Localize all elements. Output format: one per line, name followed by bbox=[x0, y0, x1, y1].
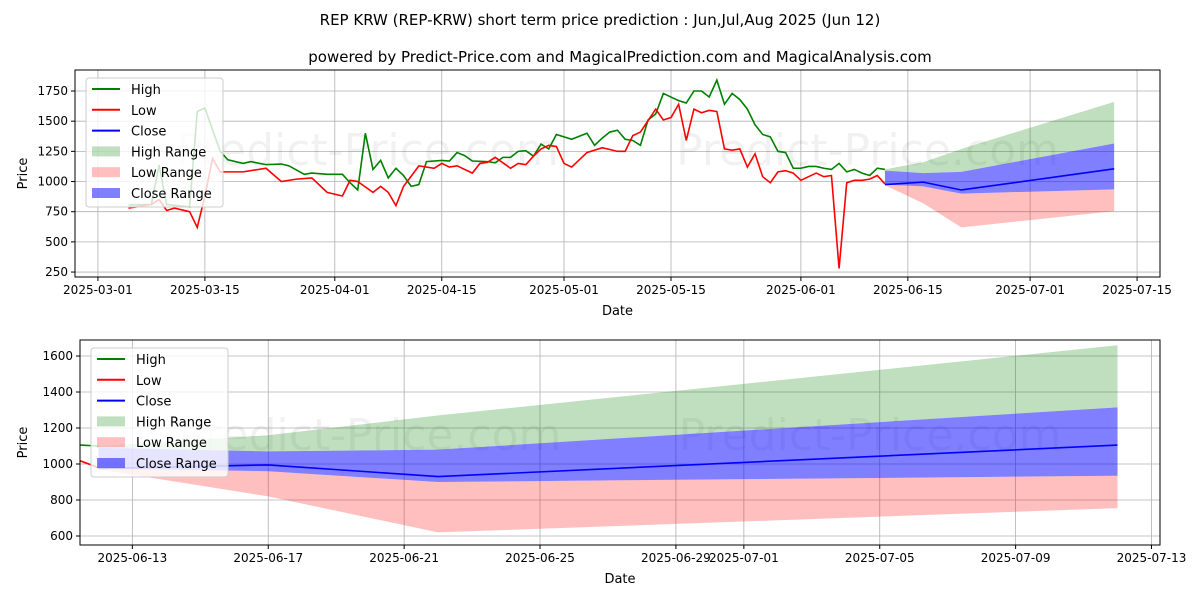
x-tick-label: 2025-06-15 bbox=[873, 283, 943, 297]
x-axis-label: Date bbox=[602, 304, 633, 319]
bottom-chart-axes: 2025-06-13 2025-06-17 2025-06-21 2025-06-25… bbox=[16, 339, 1187, 587]
legend-swatch bbox=[97, 416, 125, 427]
x-tick-label: 2025-07-01 bbox=[709, 551, 779, 565]
legend-label: Close Range bbox=[131, 187, 212, 202]
y-tick-label: 500 bbox=[45, 235, 68, 249]
y-tick-label: 250 bbox=[45, 265, 68, 279]
x-tick-label: 2025-04-15 bbox=[407, 283, 477, 297]
plot-area bbox=[128, 77, 1115, 269]
y-tick-label: 1200 bbox=[42, 421, 73, 435]
x-tick-label: 2025-07-13 bbox=[1117, 551, 1187, 565]
axes-frame bbox=[74, 69, 1161, 278]
y-tick-label: 600 bbox=[50, 529, 73, 543]
x-tick-label: 2025-07-15 bbox=[1102, 283, 1172, 297]
x-tick-label: 2025-07-09 bbox=[981, 551, 1051, 565]
y-tick-label: 1400 bbox=[42, 385, 73, 399]
y-tick-label: 1000 bbox=[42, 457, 73, 471]
legend-label: High Range bbox=[136, 415, 211, 430]
high-range-band bbox=[98, 345, 1118, 452]
watermark: Predict-Price.com bbox=[176, 125, 559, 176]
high-range-band bbox=[884, 101, 1115, 174]
x-tick-label: 2025-03-15 bbox=[170, 283, 240, 297]
y-tick-label: 1000 bbox=[37, 175, 68, 189]
legend-label: Low bbox=[136, 374, 162, 389]
y-tick-label: 750 bbox=[45, 205, 68, 219]
y-tick-label: 1750 bbox=[37, 84, 68, 98]
legend-swatch bbox=[97, 458, 125, 468]
legend-label: High bbox=[131, 83, 161, 98]
legend-label: Low bbox=[131, 104, 157, 119]
low-range-band bbox=[884, 184, 1115, 228]
legend-swatch bbox=[92, 167, 120, 178]
x-tick-label: 2025-06-21 bbox=[369, 551, 439, 565]
x-tick-label: 2025-06-25 bbox=[505, 551, 575, 565]
legend: High Low Close High Range Low Range Close Ran… bbox=[90, 347, 229, 478]
legend-label: Low Range bbox=[136, 436, 207, 451]
legend-label: Close bbox=[136, 395, 171, 410]
legend-box bbox=[90, 347, 229, 478]
close-forecast-line bbox=[884, 168, 1115, 191]
x-tick-label: 2025-03-01 bbox=[63, 283, 133, 297]
low-range-band bbox=[98, 468, 1118, 533]
y-axis-label: Price bbox=[16, 158, 31, 190]
legend-swatch bbox=[97, 437, 125, 448]
axes-frame bbox=[79, 339, 1161, 546]
legend-label: High Range bbox=[131, 145, 206, 160]
x-axis-label: Date bbox=[604, 572, 635, 587]
high-line bbox=[128, 77, 886, 208]
x-tick-label: 2025-07-01 bbox=[995, 283, 1065, 297]
close-range-band bbox=[98, 407, 1118, 483]
legend-box bbox=[85, 77, 224, 208]
y-tick-label: 1600 bbox=[42, 349, 73, 363]
y-tick-label: 1500 bbox=[37, 114, 68, 128]
top-chart-axes: 2025-03-01 2025-03-15 2025-04-01 2025-04-15… bbox=[16, 69, 1172, 319]
x-tick-label: 2025-06-01 bbox=[766, 283, 836, 297]
legend-label: High bbox=[136, 353, 166, 368]
low-line bbox=[128, 102, 886, 269]
x-tick-label: 2025-05-15 bbox=[636, 283, 706, 297]
close-range-band bbox=[884, 143, 1115, 194]
y-axis-label: Price bbox=[16, 427, 31, 459]
x-tick-label: 2025-04-01 bbox=[300, 283, 370, 297]
x-tick-label: 2025-06-17 bbox=[233, 551, 303, 565]
plot-area bbox=[80, 345, 1118, 533]
x-tick-label: 2025-05-01 bbox=[529, 283, 599, 297]
x-tick-label: 2025-07-05 bbox=[845, 551, 915, 565]
legend-swatch bbox=[92, 146, 120, 157]
legend-label: Low Range bbox=[131, 166, 202, 181]
legend: High Low Close High Range Low Range Close Ran… bbox=[85, 77, 224, 208]
legend-swatch bbox=[92, 188, 120, 198]
y-tick-label: 1250 bbox=[37, 144, 68, 158]
chart-title: REP KRW (REP-KRW) short term price predi… bbox=[320, 11, 881, 29]
y-tick-label: 800 bbox=[50, 493, 73, 507]
x-tick-label: 2025-06-13 bbox=[97, 551, 167, 565]
legend-label: Close Range bbox=[136, 457, 217, 472]
x-tick-label: 2025-06-29 bbox=[641, 551, 711, 565]
chart-subtitle: powered by Predict-Price.com and Magical… bbox=[308, 48, 932, 66]
legend-label: Close bbox=[131, 125, 166, 140]
